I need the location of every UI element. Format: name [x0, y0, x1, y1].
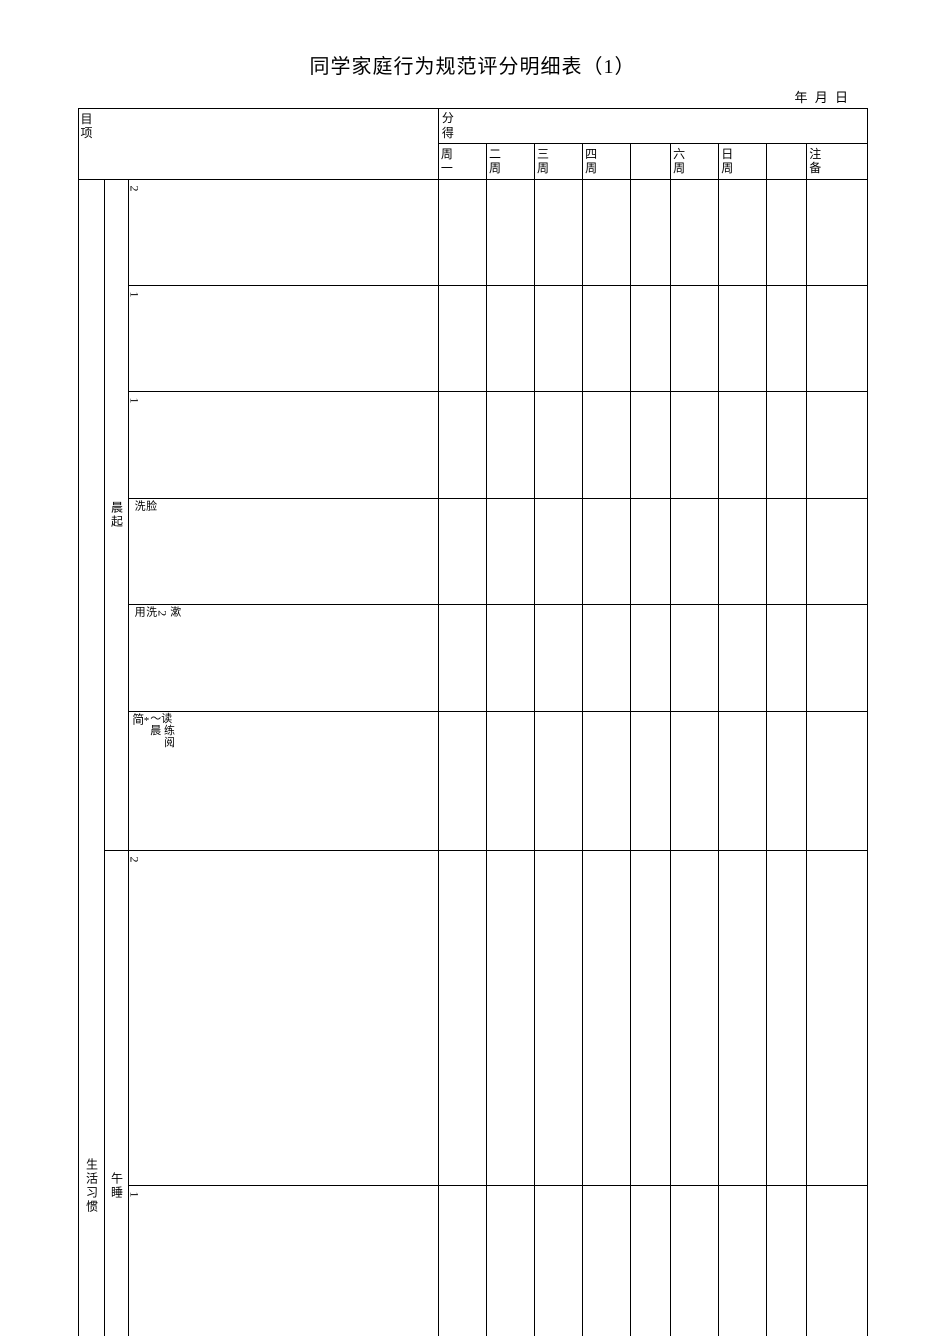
txt-6c: 阅	[150, 737, 175, 749]
notes-bottom: 备	[809, 161, 864, 175]
txt-6b: 晨 练	[150, 725, 175, 737]
category-text: 生活习惯	[81, 852, 102, 1336]
score-1: 1	[128, 292, 141, 298]
project-bottom: 项	[81, 126, 436, 140]
gap-2	[767, 144, 807, 180]
day-7: 日	[721, 147, 764, 161]
table-row: 漱 2 洗 用	[78, 605, 867, 711]
day-3-suf: 周	[537, 161, 580, 175]
day-thu: 四 周	[583, 144, 631, 180]
project-top: 目	[81, 112, 436, 126]
detail-cell: 1	[128, 286, 438, 392]
day-1: 一	[441, 161, 484, 175]
day-mon: 周一	[438, 144, 486, 180]
category-life-habits: 生活习惯	[78, 179, 104, 1336]
notes-header: 注 备	[807, 144, 867, 180]
score-top-char: 分	[442, 111, 454, 125]
detail-cell: 简 * 〜读 晨 练 阅	[128, 711, 438, 850]
day-6-suf: 周	[673, 161, 716, 175]
score-header-top: 分 得	[438, 109, 867, 144]
txt-wash: 洗	[133, 500, 145, 511]
score-bottom-char: 得	[442, 126, 454, 140]
week-prefix: 周	[441, 147, 484, 161]
project-header: 目 项	[78, 109, 438, 180]
detail-cell: 1	[128, 392, 438, 498]
sub-nap: 午睡	[104, 850, 128, 1336]
table-row: 简 * 〜读 晨 练 阅	[78, 711, 867, 850]
day-7-suf: 周	[721, 161, 764, 175]
score-1c: 1	[128, 1192, 141, 1198]
day-sat: 六 周	[671, 144, 719, 180]
table-row: 1	[78, 392, 867, 498]
star: *	[144, 713, 150, 729]
detail-cell: 2	[128, 179, 438, 285]
sub-morning: 晨起	[104, 179, 128, 850]
detail-cell: 2	[128, 850, 438, 1186]
table-row: 1	[78, 1186, 867, 1336]
table-row: 午睡 2	[78, 850, 867, 1186]
txt-face: 脸	[144, 500, 156, 511]
score-1b: 1	[128, 398, 141, 404]
sub-morning-text: 晨起	[107, 181, 126, 849]
day-4-suf: 周	[585, 161, 628, 175]
day-3: 三	[537, 147, 580, 161]
date-field: 年 月 日	[0, 87, 945, 106]
day-2-suf: 周	[489, 161, 532, 175]
table-row: 脸 洗	[78, 498, 867, 604]
day-tue: 二 周	[486, 144, 534, 180]
txt-5d: 用	[133, 606, 145, 620]
day-wed: 三 周	[535, 144, 583, 180]
detail-cell: 漱 2 洗 用	[128, 605, 438, 711]
txt-5b: 2	[156, 606, 169, 620]
txt-6a: 〜读	[150, 713, 175, 725]
gap-1	[631, 144, 671, 180]
day-4: 四	[585, 147, 628, 161]
table-row: 生活习惯 晨起 2	[78, 179, 867, 285]
detail-cell: 脸 洗	[128, 498, 438, 604]
header-row-1: 目 项 分 得	[78, 109, 867, 144]
score-2b: 2	[128, 856, 141, 862]
day-2: 二	[489, 147, 532, 161]
sub-nap-text: 午睡	[107, 852, 126, 1336]
table-row: 1	[78, 286, 867, 392]
score-2: 2	[128, 185, 141, 191]
notes-top: 注	[809, 147, 864, 161]
txt-5c: 洗	[144, 606, 156, 620]
sub-jian: 简	[131, 713, 144, 725]
page-title: 同学家庭行为规范评分明细表（1）	[0, 50, 945, 79]
txt-rinse: 漱	[168, 606, 180, 620]
scoring-table: 目 项 分 得 周一 二 周 三 周 四 周 六 周 日 周	[78, 108, 868, 1336]
day-6: 六	[673, 147, 716, 161]
day-sun: 日 周	[719, 144, 767, 180]
detail-cell: 1	[128, 1186, 438, 1336]
